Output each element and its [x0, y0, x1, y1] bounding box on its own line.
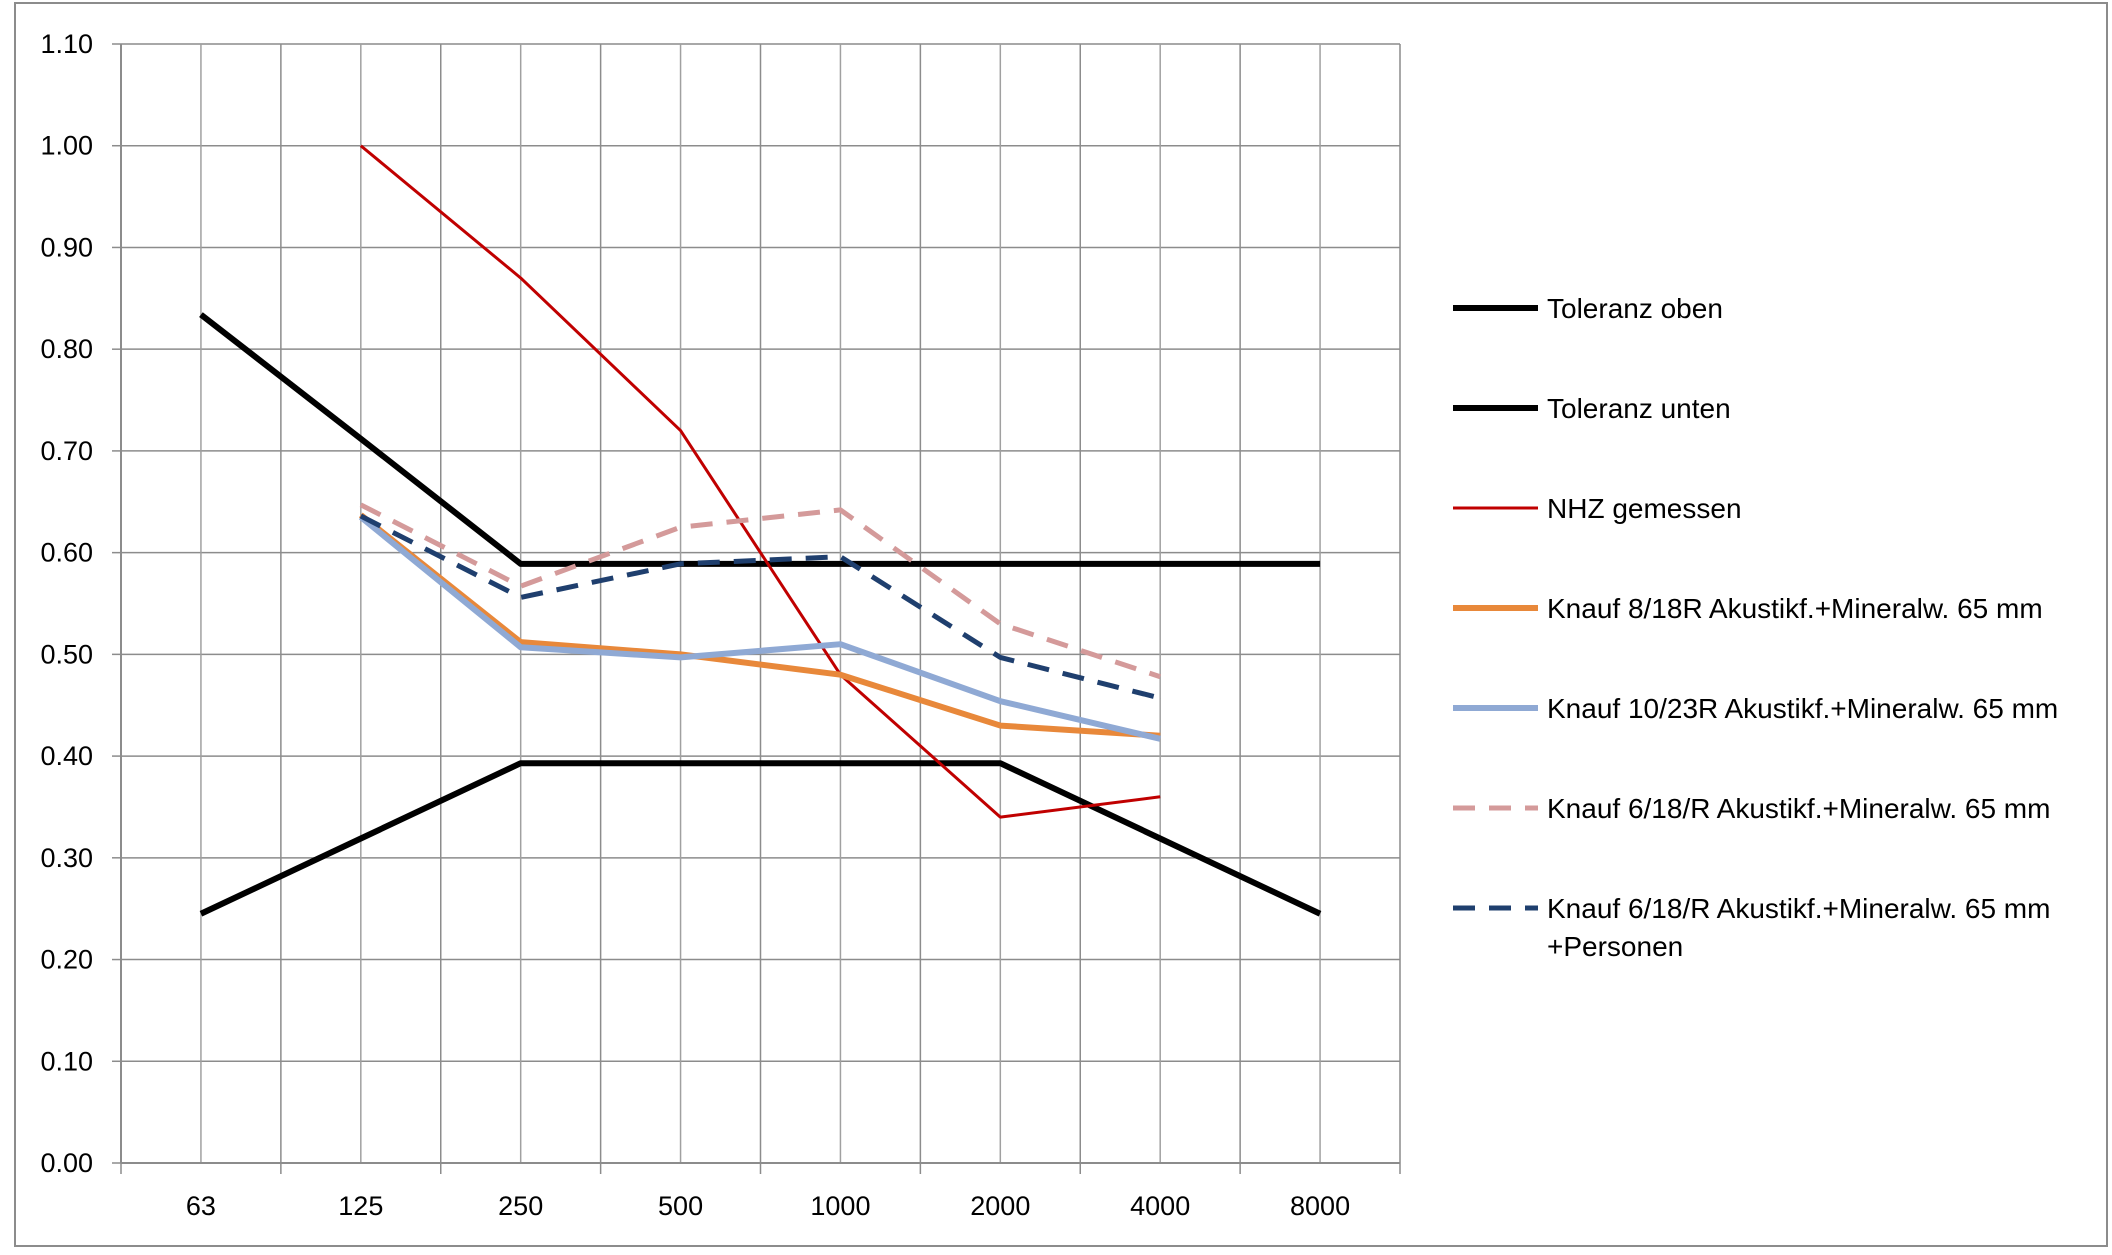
x-tick-label: 500: [658, 1191, 703, 1221]
series-knauf-6-18-r-akustikf-mineralw-65-mm-personen: [359, 513, 1161, 701]
y-tick-label: 0.50: [40, 639, 93, 669]
series-line: [199, 760, 1322, 917]
y-tick-label: 0.90: [40, 232, 93, 262]
y-tick-label: 1.10: [40, 29, 93, 59]
y-tick-labels: 0.00 0.10 0.20 0.30 0.40 0.50 0.60 0.70 0.80 0.90…: [40, 29, 93, 1178]
series-knauf-10-23r-akustikf-mineralw-65-mm: [358, 514, 1161, 742]
x-tick-label: 63: [186, 1191, 216, 1221]
series-toleranz-unten: [199, 760, 1322, 917]
x-tick-label: 1000: [810, 1191, 870, 1221]
y-tick-label: 0.40: [40, 741, 93, 771]
series-line: [359, 502, 1161, 680]
legend-item: Knauf 6/18/R Akustikf.+Mineralw. 65 mm: [1453, 793, 2050, 824]
legend-label: +Personen: [1547, 931, 1683, 962]
legend-item: Knauf 8/18R Akustikf.+Mineralw. 65 mm: [1453, 593, 2043, 624]
series-line: [359, 144, 1161, 819]
y-tick-label: 0.30: [40, 843, 93, 873]
legend-label: Toleranz unten: [1547, 393, 1731, 424]
x-tick-label: 2000: [970, 1191, 1030, 1221]
legend-label: Toleranz oben: [1547, 293, 1723, 324]
x-tick-label: 250: [498, 1191, 543, 1221]
x-tick-label: 125: [338, 1191, 383, 1221]
grid-lines: [121, 43, 1400, 1163]
legend-label: Knauf 8/18R Akustikf.+Mineralw. 65 mm: [1547, 593, 2043, 624]
series-nhz-gemessen: [359, 144, 1161, 819]
x-tick-labels: 63 125 250 500 1000 2000 4000 8000: [186, 1191, 1350, 1221]
legend-item: Knauf 10/23R Akustikf.+Mineralw. 65 mm: [1453, 693, 2058, 724]
legend-item: Toleranz unten: [1453, 393, 1731, 424]
x-tick-label: 8000: [1290, 1191, 1350, 1221]
legend-label: Knauf 6/18/R Akustikf.+Mineralw. 65 mm: [1547, 793, 2050, 824]
series-line: [199, 312, 1321, 567]
legend-item: Knauf 6/18/R Akustikf.+Mineralw. 65 mm +P…: [1453, 893, 2050, 962]
data-series: [199, 144, 1322, 917]
series-line: [358, 512, 1161, 739]
chart-frame: [14, 2, 2108, 1247]
series-knauf-6-18-r-akustikf-mineralw-65-mm: [359, 502, 1161, 680]
y-tick-label: 1.00: [40, 131, 93, 161]
series-line: [359, 513, 1161, 701]
legend-label: NHZ gemessen: [1547, 493, 1742, 524]
series-line: [358, 514, 1161, 742]
y-tick-label: 0.00: [40, 1148, 93, 1178]
y-tick-label: 0.60: [40, 538, 93, 568]
axes: [112, 43, 1401, 1174]
y-tick-label: 0.80: [40, 334, 93, 364]
y-tick-label: 0.10: [40, 1046, 93, 1076]
y-tick-label: 0.20: [40, 945, 93, 975]
legend: Toleranz oben Toleranz unten NHZ gemessen K…: [1453, 293, 2058, 962]
legend-item: Toleranz oben: [1453, 293, 1723, 324]
legend-item: NHZ gemessen: [1453, 493, 1742, 524]
y-tick-label: 0.70: [40, 436, 93, 466]
x-tick-label: 4000: [1130, 1191, 1190, 1221]
legend-label: Knauf 10/23R Akustikf.+Mineralw. 65 mm: [1547, 693, 2058, 724]
legend-label: Knauf 6/18/R Akustikf.+Mineralw. 65 mm: [1547, 893, 2050, 924]
